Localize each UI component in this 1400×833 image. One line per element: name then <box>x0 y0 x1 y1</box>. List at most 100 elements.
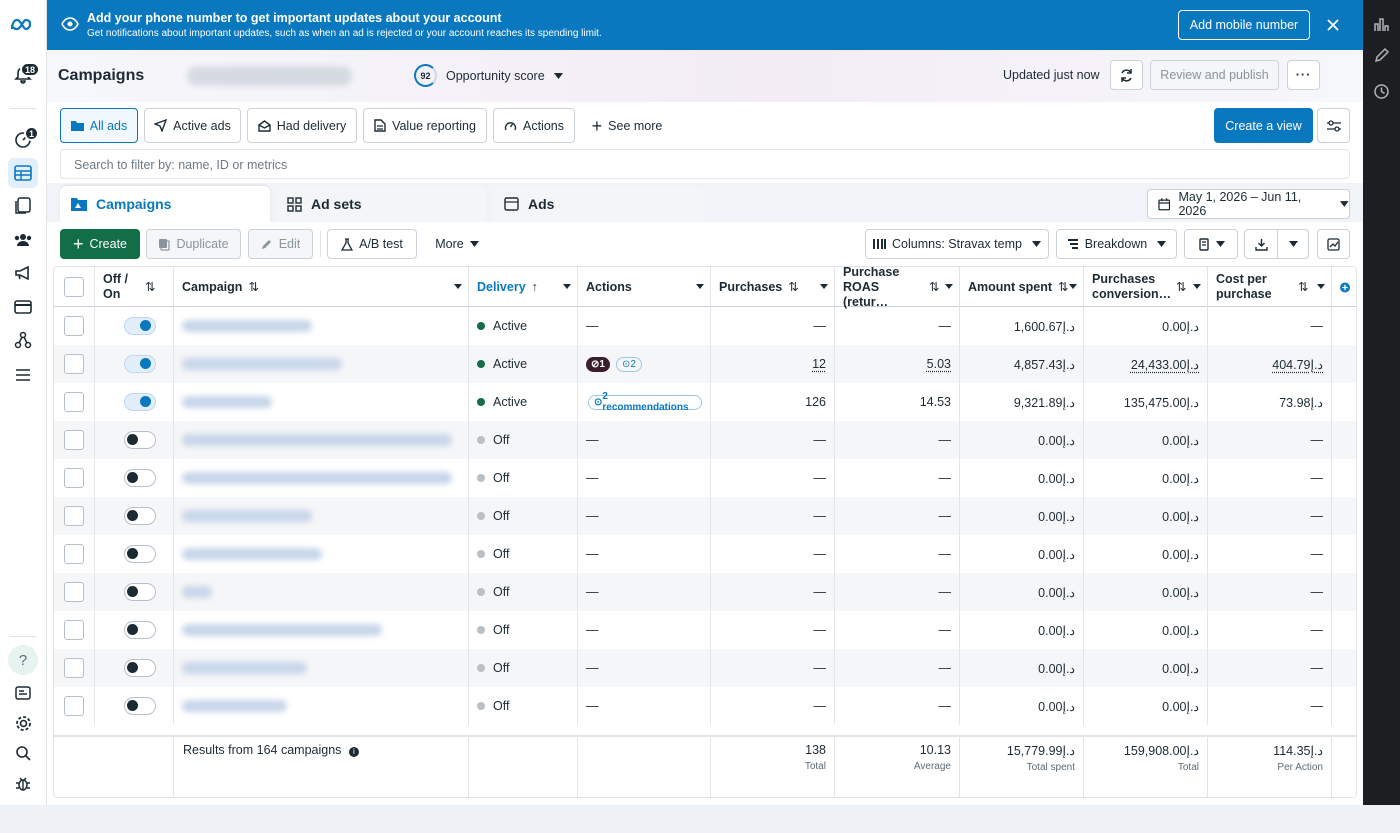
campaign-name-blurred[interactable] <box>182 396 272 408</box>
campaign-toggle[interactable] <box>124 355 156 373</box>
campaign-toggle[interactable] <box>124 545 156 563</box>
table-row[interactable]: Active — — —1,600.67د.إ 0.00د.إ — <box>54 307 1356 345</box>
create-a-view-button[interactable]: Create a view <box>1214 108 1313 143</box>
campaign-toggle[interactable] <box>124 431 156 449</box>
meta-logo-icon[interactable] <box>8 10 38 40</box>
campaign-name-blurred[interactable] <box>182 320 312 332</box>
campaign-name-blurred[interactable] <box>182 472 452 484</box>
campaign-toggle[interactable] <box>124 621 156 639</box>
columns-button[interactable]: Columns: Stravax temp <box>865 229 1049 259</box>
table-row[interactable]: Off — — —0.00د.إ 0.00د.إ — <box>54 687 1356 725</box>
more-options-button[interactable]: ··· <box>1287 60 1320 90</box>
table-row[interactable]: Off — — —0.00د.إ 0.00د.إ — <box>54 573 1356 611</box>
account-name-blurred[interactable] <box>187 66 352 86</box>
campaign-name-cell[interactable] <box>174 307 469 345</box>
edit-button[interactable]: Edit <box>248 229 313 259</box>
campaign-name-cell[interactable] <box>174 497 469 535</box>
export-dropdown-button[interactable] <box>1277 229 1309 259</box>
column-menu-icon[interactable] <box>1193 284 1201 289</box>
campaign-name-cell[interactable] <box>174 611 469 649</box>
sort-icon[interactable]: ⇅ <box>145 279 156 294</box>
table-row[interactable]: Active ⊙ 2 recommendations 126 14.53 9,321.8… <box>54 383 1356 421</box>
column-roas[interactable]: Purchase ROAS (retur… ⇅ <box>835 267 960 309</box>
row-checkbox[interactable] <box>64 316 84 336</box>
campaign-name-cell[interactable] <box>174 459 469 497</box>
campaign-toggle[interactable] <box>124 469 156 487</box>
bug-report-icon[interactable] <box>8 768 38 798</box>
row-checkbox[interactable] <box>64 658 84 678</box>
column-actions[interactable]: Actions <box>578 267 711 307</box>
column-campaign[interactable]: Campaign ⇅ <box>174 267 469 307</box>
filter-search-input[interactable]: Search to filter by: name, ID or metrics <box>60 149 1350 179</box>
info-icon[interactable]: i <box>348 747 359 757</box>
create-button[interactable]: + Create <box>60 229 140 259</box>
sort-icon[interactable]: ⇅ <box>788 279 799 294</box>
column-menu-icon[interactable] <box>563 284 571 289</box>
row-checkbox[interactable] <box>64 582 84 602</box>
close-icon[interactable] <box>1327 19 1339 31</box>
campaign-toggle[interactable] <box>124 583 156 601</box>
view-had-delivery-button[interactable]: Had delivery <box>247 108 357 143</box>
campaign-name-cell[interactable] <box>174 345 469 383</box>
refresh-button[interactable] <box>1110 60 1143 90</box>
sort-icon[interactable]: ⇅ <box>1298 279 1309 294</box>
breakdown-button[interactable]: Breakdown <box>1056 229 1177 259</box>
column-delivery[interactable]: Delivery ↑ <box>469 267 578 307</box>
column-purchase-conversion[interactable]: Purchases conversion… ⇅ <box>1084 267 1208 307</box>
row-checkbox[interactable] <box>64 696 84 716</box>
view-actions-button[interactable]: Actions <box>493 108 575 143</box>
campaign-name-cell[interactable] <box>174 421 469 459</box>
row-checkbox[interactable] <box>64 506 84 526</box>
column-amount-spent[interactable]: Amount spent ⇅ <box>960 267 1084 307</box>
column-off-on[interactable]: Off / On ⇅ <box>95 267 174 307</box>
campaign-name-cell[interactable] <box>174 687 469 725</box>
add-mobile-number-button[interactable]: Add mobile number <box>1178 10 1310 40</box>
tab-ads[interactable]: Ads <box>493 186 703 222</box>
sort-icon[interactable]: ⇅ <box>929 279 940 294</box>
row-checkbox[interactable] <box>64 354 84 374</box>
ads-megaphone-icon[interactable] <box>8 258 38 288</box>
row-checkbox[interactable] <box>64 430 84 450</box>
table-row[interactable]: Off — — —0.00د.إ 0.00د.إ — <box>54 459 1356 497</box>
column-cost-per-purchase[interactable]: Cost per purchase ⇅ <box>1208 267 1332 307</box>
table-row[interactable]: Off — — —0.00د.إ 0.00د.إ — <box>54 611 1356 649</box>
campaign-toggle[interactable] <box>124 507 156 525</box>
select-all-checkbox[interactable] <box>64 277 84 297</box>
campaign-name-cell[interactable] <box>174 383 469 421</box>
row-checkbox[interactable] <box>64 392 84 412</box>
pages-icon[interactable] <box>8 191 38 221</box>
campaign-toggle[interactable] <box>124 659 156 677</box>
sort-icon[interactable]: ⇅ <box>1176 279 1187 294</box>
column-purchases[interactable]: Purchases ⇅ <box>711 267 835 307</box>
sort-ascending-icon[interactable]: ↑ <box>531 279 538 294</box>
more-button[interactable]: More <box>427 229 487 259</box>
campaign-name-blurred[interactable] <box>182 548 322 560</box>
duplicate-button[interactable]: Duplicate <box>146 229 241 259</box>
campaign-name-cell[interactable] <box>174 649 469 687</box>
review-and-publish-button[interactable]: Review and publish <box>1150 60 1279 90</box>
campaigns-table-icon[interactable] <box>8 158 38 188</box>
row-checkbox[interactable] <box>64 468 84 488</box>
search-icon[interactable] <box>8 738 38 768</box>
tab-ad-sets[interactable]: Ad sets <box>276 186 486 222</box>
column-menu-icon[interactable] <box>454 284 462 289</box>
campaign-toggle[interactable] <box>124 317 156 335</box>
column-menu-icon[interactable] <box>1317 284 1325 289</box>
campaign-name-blurred[interactable] <box>182 510 312 522</box>
chart-icon[interactable] <box>1373 16 1390 33</box>
date-range-picker[interactable]: May 1, 2026 – Jun 11, 2026 <box>1147 189 1350 219</box>
audiences-icon[interactable] <box>8 225 38 255</box>
campaign-name-blurred[interactable] <box>182 624 382 636</box>
events-manager-icon[interactable] <box>8 325 38 355</box>
pencil-icon[interactable] <box>1373 47 1390 64</box>
view-settings-button[interactable] <box>1317 108 1350 143</box>
column-menu-icon[interactable] <box>820 284 828 289</box>
help-icon[interactable]: ? <box>8 645 38 675</box>
campaign-toggle[interactable] <box>124 393 156 411</box>
campaign-name-blurred[interactable] <box>182 358 342 370</box>
billing-card-icon[interactable] <box>8 292 38 322</box>
table-row[interactable]: Off — — —0.00د.إ 0.00د.إ — <box>54 421 1356 459</box>
view-value-reporting-button[interactable]: Value reporting <box>363 108 487 143</box>
campaign-name-blurred[interactable] <box>182 700 287 712</box>
column-menu-icon[interactable] <box>696 284 704 289</box>
